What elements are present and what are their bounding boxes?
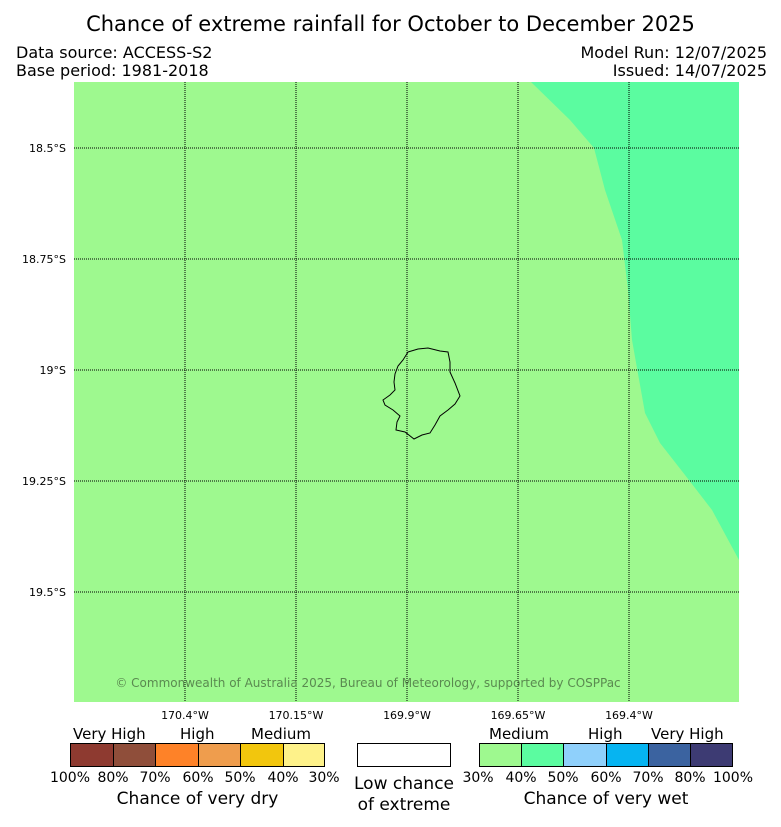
page-title: Chance of extreme rainfall for October t…: [86, 12, 695, 36]
dry-swatch: [198, 743, 240, 767]
dry-tick-label: 100%: [49, 770, 91, 786]
lat-label: 19°S: [39, 364, 66, 377]
lat-label: 19.5°S: [29, 586, 66, 599]
dry-category-label: High: [180, 725, 215, 743]
lon-label: 170.15°W: [268, 709, 324, 722]
dry-tick-label: 70%: [139, 770, 171, 786]
low-chance-caption-line1: Low chance: [354, 774, 454, 794]
dry-swatch: [283, 743, 325, 767]
high-wet-area: [531, 82, 739, 560]
low-chance-caption-line2: of extreme: [357, 795, 451, 815]
dry-tick-label: 50%: [224, 770, 256, 786]
map-gridlines: [74, 82, 739, 702]
dry-category-label: Medium: [251, 725, 311, 743]
base-period-text: Base period: 1981-2018: [16, 61, 209, 80]
lat-label: 18.5°S: [29, 142, 66, 155]
wet-swatch: [606, 743, 648, 767]
wet-swatch: [690, 743, 733, 767]
wet-category-label: High: [588, 725, 623, 743]
wet-category-label: Medium: [489, 725, 549, 743]
dry-swatch: [240, 743, 283, 767]
wet-swatch: [521, 743, 563, 767]
lat-label: 18.75°S: [22, 253, 66, 266]
wet-category-label: Very High: [651, 725, 724, 743]
lon-label: 169.9°W: [383, 709, 431, 722]
wet-tick-label: 30%: [462, 770, 494, 786]
lon-label: 170.4°W: [161, 709, 209, 722]
dry-tick-label: 40%: [267, 770, 299, 786]
lon-label: 169.4°W: [605, 709, 653, 722]
low-chance-swatch: [357, 743, 451, 767]
niue-island-coastline: [382, 347, 461, 440]
wet-tick-label: 100%: [712, 770, 754, 786]
dry-tick-label: 80%: [97, 770, 129, 786]
dry-tick-label: 60%: [182, 770, 214, 786]
wet-swatch: [648, 743, 690, 767]
model-run-text: Model Run: 12/07/2025: [580, 43, 768, 62]
wet-tick-label: 50%: [547, 770, 579, 786]
dry-swatch: [70, 743, 113, 767]
wet-swatch: [479, 743, 521, 767]
dry-category-label: Very High: [73, 725, 146, 743]
dry-swatch: [113, 743, 155, 767]
lon-label: 169.65°W: [490, 709, 546, 722]
wet-legend-caption: Chance of very wet: [523, 789, 689, 809]
dry-swatch: [155, 743, 198, 767]
wet-swatch: [563, 743, 606, 767]
issued-text: Issued: 14/07/2025: [612, 61, 767, 80]
lat-label: 19.25°S: [22, 475, 66, 488]
data-source-text: Data source: ACCESS-S2: [16, 43, 213, 62]
wet-tick-label: 40%: [505, 770, 537, 786]
dry-legend-caption: Chance of very dry: [116, 789, 279, 809]
wet-tick-label: 80%: [674, 770, 706, 786]
wet-tick-label: 70%: [632, 770, 664, 786]
wet-tick-label: 60%: [590, 770, 622, 786]
copyright-notice: © Commonwealth of Australia 2025, Bureau…: [115, 676, 620, 690]
rainfall-map: © Commonwealth of Australia 2025, Bureau…: [74, 82, 739, 702]
dry-tick-label: 30%: [308, 770, 340, 786]
